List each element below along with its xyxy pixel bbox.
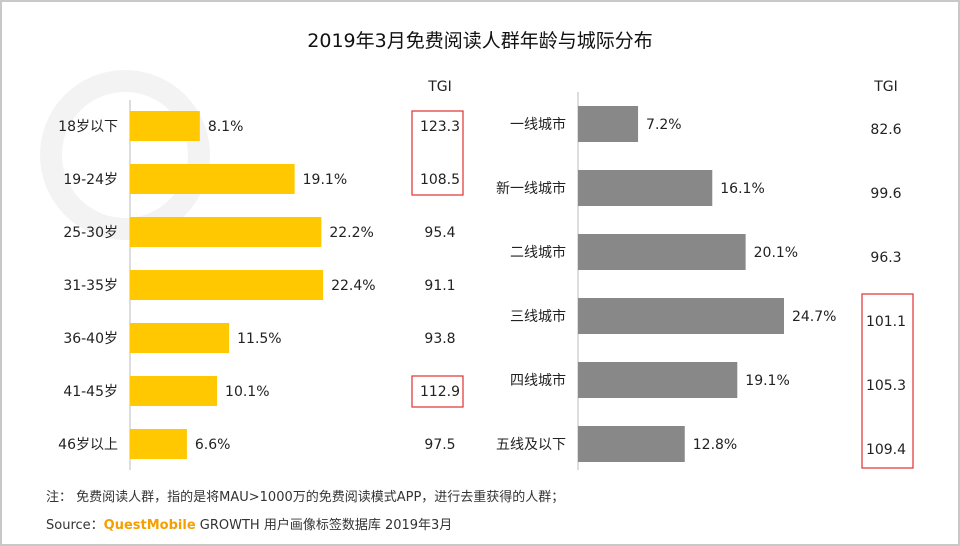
tgi-header: TGI	[873, 79, 898, 95]
bar	[578, 234, 746, 270]
category-label: 五线及以下	[496, 437, 566, 453]
bar	[130, 111, 200, 141]
value-label: 19.1%	[303, 172, 347, 188]
value-label: 11.5%	[237, 331, 281, 347]
bar	[578, 170, 713, 206]
category-label: 一线城市	[510, 116, 566, 133]
value-label: 6.6%	[195, 437, 231, 453]
category-label: 41-45岁	[63, 384, 118, 400]
bar	[130, 376, 218, 406]
tgi-value: 123.3	[420, 119, 460, 135]
tgi-highlight-box	[861, 293, 914, 469]
value-label: 19.1%	[745, 373, 789, 389]
tgi-value: 105.3	[866, 378, 906, 394]
tgi-highlight-box	[411, 110, 464, 196]
bar	[130, 429, 187, 459]
category-label: 19-24岁	[63, 172, 118, 188]
tgi-header: TGI	[427, 79, 452, 95]
value-label: 8.1%	[208, 119, 244, 135]
category-label: 二线城市	[510, 244, 566, 261]
value-label: 16.1%	[720, 181, 764, 197]
category-label: 36-40岁	[63, 331, 118, 347]
tgi-value: 91.1	[424, 278, 455, 294]
bar	[578, 298, 784, 334]
category-label: 31-35岁	[63, 278, 118, 294]
bar	[130, 217, 322, 247]
bar	[130, 323, 230, 353]
bar	[578, 106, 639, 142]
tgi-value: 109.4	[866, 442, 906, 458]
value-label: 22.2%	[329, 225, 373, 241]
category-label: 新一线城市	[496, 180, 566, 197]
tgi-value: 97.5	[424, 437, 455, 453]
source-line: Source：QuestMobile GROWTH 用户画像标签数据库 2019…	[46, 514, 452, 533]
bar	[130, 164, 295, 194]
source-brand: QuestMobile	[103, 518, 196, 533]
tgi-value: 112.9	[420, 384, 460, 400]
category-label: 46岁以上	[58, 437, 118, 453]
tgi-value: 99.6	[870, 186, 901, 202]
tgi-value: 95.4	[424, 225, 455, 241]
bar	[578, 362, 738, 398]
tgi-value: 108.5	[420, 172, 460, 188]
category-label: 18岁以下	[58, 119, 118, 135]
footnote: 注： 免费阅读人群，指的是将MAU>1000万的免费阅读模式APP，进行去重获得…	[46, 490, 565, 505]
category-label: 四线城市	[510, 372, 566, 389]
tgi-value: 82.6	[870, 122, 901, 138]
chart-title: 2019年3月免费阅读人群年龄与城际分布	[307, 30, 653, 52]
bar	[578, 426, 685, 462]
category-label: 25-30岁	[63, 225, 118, 241]
value-label: 24.7%	[792, 309, 836, 325]
tgi-highlight-box	[411, 375, 464, 408]
source-rest: GROWTH 用户画像标签数据库 2019年3月	[199, 518, 453, 533]
value-label: 22.4%	[331, 278, 375, 294]
category-label: 三线城市	[510, 308, 566, 325]
tgi-value: 101.1	[866, 314, 906, 330]
value-label: 20.1%	[754, 245, 798, 261]
source-prefix: Source：	[46, 518, 104, 533]
tgi-value: 93.8	[424, 331, 455, 347]
value-label: 7.2%	[646, 117, 682, 133]
value-label: 12.8%	[693, 437, 737, 453]
tgi-value: 96.3	[870, 250, 901, 266]
bar	[130, 270, 324, 300]
value-label: 10.1%	[225, 384, 269, 400]
